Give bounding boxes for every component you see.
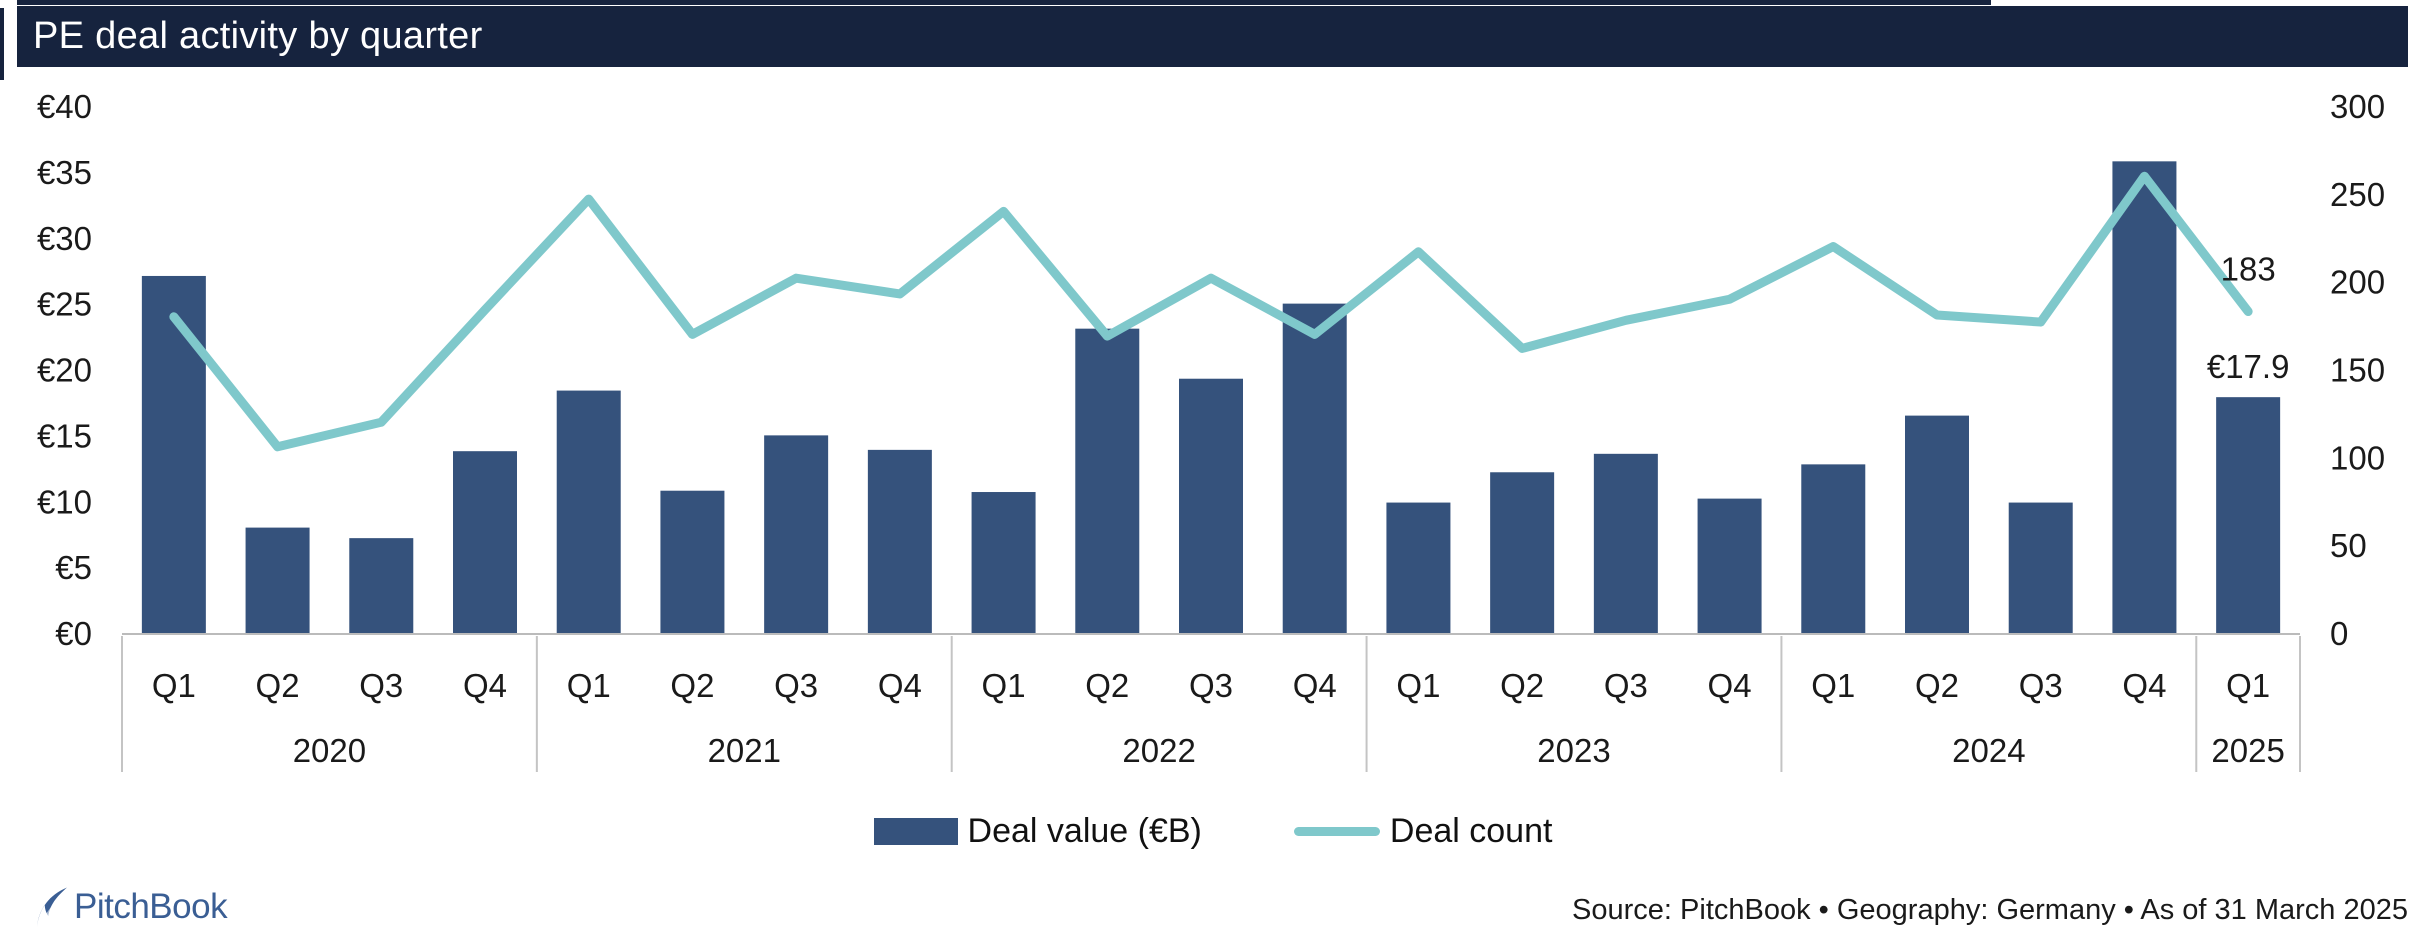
deal-count-swatch bbox=[1293, 827, 1380, 836]
quarter-label: Q3 bbox=[359, 667, 403, 704]
quarter-label: Q2 bbox=[670, 667, 714, 704]
legend-label-deal-value: Deal value (€B) bbox=[967, 812, 1202, 850]
quarter-label: Q2 bbox=[1500, 667, 1544, 704]
quarter-label: Q1 bbox=[2226, 667, 2270, 704]
left-axis-tick: €30 bbox=[37, 220, 92, 257]
chart-title-bar: PE deal activity by quarter bbox=[17, 6, 2408, 67]
year-label-2022: 2022 bbox=[1122, 732, 1195, 769]
quarter-label: Q4 bbox=[1293, 667, 1337, 704]
last-value-label: €17.9 bbox=[2207, 348, 2290, 385]
deal-value-bar bbox=[453, 451, 517, 633]
year-label-2020: 2020 bbox=[293, 732, 366, 769]
deal-value-bar bbox=[1801, 464, 1866, 633]
year-label-2023: 2023 bbox=[1537, 732, 1610, 769]
deal-value-bar bbox=[764, 435, 829, 633]
chart-title: PE deal activity by quarter bbox=[33, 15, 483, 57]
logo-text: PitchBook bbox=[74, 887, 228, 926]
quarter-label: Q4 bbox=[2122, 667, 2166, 704]
quarter-label: Q2 bbox=[256, 667, 300, 704]
right-axis-tick: 0 bbox=[2330, 615, 2348, 652]
year-label-2024: 2024 bbox=[1952, 732, 2025, 769]
deal-value-bar bbox=[1282, 303, 1347, 633]
deal-value-bar bbox=[245, 527, 310, 633]
quarter-label: Q4 bbox=[1708, 667, 1752, 704]
quarter-label: Q4 bbox=[878, 667, 922, 704]
right-axis-tick: 150 bbox=[2330, 352, 2385, 389]
left-axis-tick: €10 bbox=[37, 483, 92, 520]
deal-value-bar bbox=[1697, 498, 1762, 633]
quarter-label: Q1 bbox=[152, 667, 196, 704]
deal-value-bar bbox=[556, 390, 621, 633]
deal-value-bar bbox=[1179, 378, 1243, 633]
quarter-label: Q4 bbox=[463, 667, 507, 704]
right-axis-tick: 200 bbox=[2330, 264, 2385, 301]
deal-value-bar bbox=[2112, 161, 2177, 633]
quarter-label: Q2 bbox=[1915, 667, 1959, 704]
quarter-label: Q3 bbox=[1604, 667, 1648, 704]
pitchbook-logo: PitchBook bbox=[34, 886, 228, 928]
deal-value-bar bbox=[2216, 397, 2281, 633]
quarter-label: Q1 bbox=[1811, 667, 1855, 704]
year-label-2021: 2021 bbox=[708, 732, 781, 769]
deal-value-bar bbox=[141, 275, 206, 633]
left-axis-tick: €20 bbox=[37, 352, 92, 389]
deal-value-bar bbox=[349, 538, 414, 633]
legend-label-deal-count: Deal count bbox=[1389, 812, 1553, 850]
right-axis-tick: 100 bbox=[2330, 439, 2385, 476]
left-axis-tick: €0 bbox=[55, 615, 92, 652]
deal-value-bar bbox=[971, 492, 1036, 633]
deal-value-bar bbox=[1386, 502, 1451, 633]
quarter-label: Q1 bbox=[567, 667, 611, 704]
cropped-content-artifact-top bbox=[17, 0, 1991, 5]
left-axis-tick: €35 bbox=[37, 154, 92, 191]
quarter-label: Q2 bbox=[1085, 667, 1129, 704]
quarter-label: Q3 bbox=[1189, 667, 1233, 704]
deal-value-bar bbox=[1490, 472, 1555, 633]
deal-value-bar bbox=[867, 449, 932, 633]
right-axis-tick: 250 bbox=[2330, 176, 2385, 213]
quarter-label: Q1 bbox=[982, 667, 1026, 704]
right-axis-tick: 50 bbox=[2330, 527, 2367, 564]
quarter-label: Q1 bbox=[1396, 667, 1440, 704]
quarter-label: Q3 bbox=[774, 667, 818, 704]
deal-value-bar bbox=[1905, 415, 1969, 633]
quarter-label: Q3 bbox=[2019, 667, 2063, 704]
chart-legend: Deal value (€B) Deal count bbox=[0, 812, 2426, 851]
cropped-content-artifact-left bbox=[0, 8, 4, 80]
deal-value-bar bbox=[660, 490, 725, 633]
feather-icon bbox=[37, 887, 67, 927]
deal-count-line bbox=[169, 171, 2253, 452]
deal-value-bar bbox=[2008, 502, 2073, 633]
right-axis-tick: 300 bbox=[2330, 88, 2385, 125]
left-axis-tick: €25 bbox=[37, 286, 92, 323]
year-label-2025: 2025 bbox=[2211, 732, 2284, 769]
deal-value-bar bbox=[1075, 328, 1140, 633]
deal-value-bar bbox=[1593, 453, 1658, 633]
last-count-label: 183 bbox=[2221, 251, 2276, 288]
left-axis-tick: €15 bbox=[37, 417, 92, 454]
deal-value-swatch bbox=[873, 818, 958, 845]
left-axis-tick: €40 bbox=[37, 88, 92, 125]
left-axis-tick: €5 bbox=[55, 549, 92, 586]
source-note: Source: PitchBook • Geography: Germany •… bbox=[1572, 894, 2408, 926]
